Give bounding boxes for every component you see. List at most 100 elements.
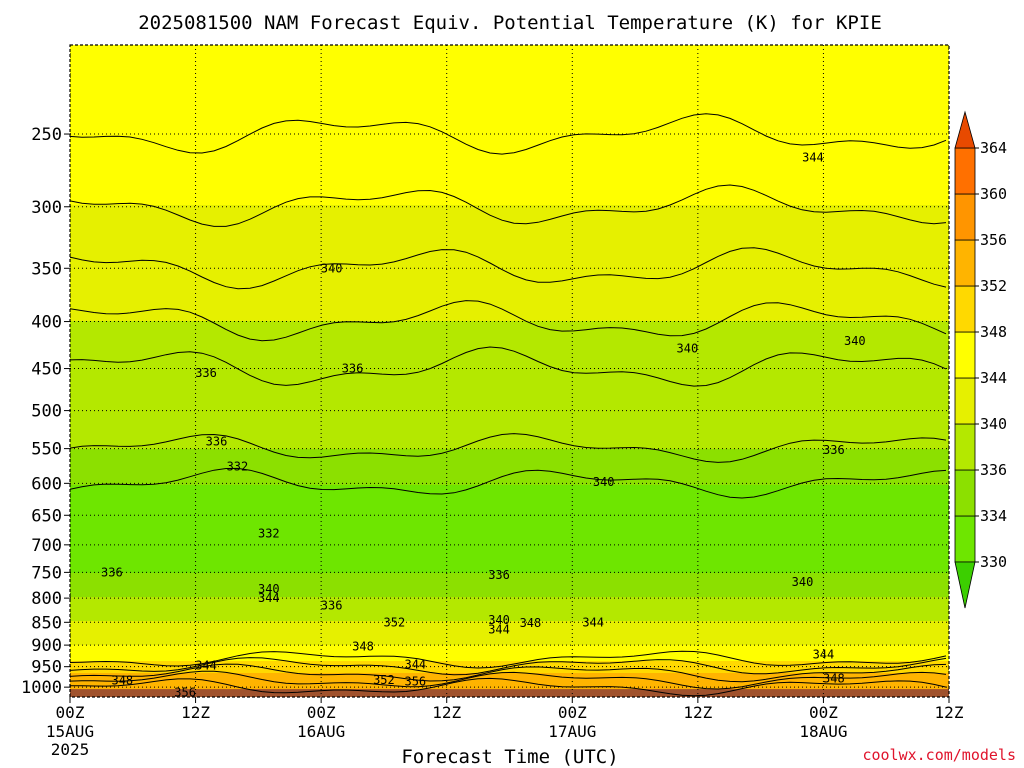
fill-band — [70, 201, 949, 206]
fill-band — [70, 129, 949, 134]
fill-band — [70, 185, 949, 190]
contour-label: 336 — [101, 565, 123, 579]
fill-band — [70, 149, 949, 154]
fill-band — [70, 113, 949, 118]
fill-band — [70, 49, 949, 54]
fill-band — [70, 497, 949, 502]
contour-334 — [70, 467, 947, 499]
fill-band — [70, 509, 949, 514]
fill-band — [70, 473, 949, 478]
fill-band — [70, 493, 949, 498]
fill-band — [70, 261, 949, 266]
fill-band — [70, 353, 949, 358]
fill-band — [70, 517, 949, 522]
fill-band — [70, 653, 949, 658]
y-tick-label: 300 — [31, 198, 62, 218]
fill-band — [70, 673, 949, 678]
fill-band — [70, 685, 949, 690]
colorbar-label: 330 — [980, 553, 1007, 571]
y-tick-label: 950 — [31, 658, 62, 678]
contour-label: 356 — [404, 675, 426, 689]
fill-band — [70, 425, 949, 430]
y-tick-label: 500 — [31, 402, 62, 422]
fill-band — [70, 97, 949, 102]
fill-band — [70, 581, 949, 586]
colorbar-swatch — [954, 515, 976, 563]
fill-band — [70, 157, 949, 162]
fill-band — [70, 117, 949, 122]
fill-band — [70, 181, 949, 186]
colorbar-low-extend — [954, 561, 976, 609]
fill-band — [70, 109, 949, 114]
colorbar-label: 352 — [980, 277, 1007, 295]
fill-band — [70, 305, 949, 310]
contour-label: 336 — [321, 599, 343, 613]
fill-band — [70, 333, 949, 338]
y-tick-label: 750 — [31, 563, 62, 583]
x-tick-label: 00Z — [558, 703, 587, 722]
fill-band — [70, 405, 949, 410]
fill-band — [70, 53, 949, 58]
contour-label: 336 — [823, 443, 845, 457]
fill-band — [70, 297, 949, 302]
fill-band — [70, 441, 949, 446]
fill-band — [70, 417, 949, 422]
y-tick-label: 650 — [31, 506, 62, 526]
fill-band — [70, 601, 949, 606]
fill-band — [70, 557, 949, 562]
fill-band — [70, 665, 949, 670]
fill-band — [70, 257, 949, 262]
fill-band — [70, 649, 949, 654]
fill-band — [70, 377, 949, 382]
fill-band — [70, 365, 949, 370]
fill-band — [70, 421, 949, 426]
fill-band — [70, 125, 949, 130]
fill-band — [70, 449, 949, 454]
fill-band — [70, 433, 949, 438]
fill-band — [70, 645, 949, 650]
fill-band — [70, 569, 949, 574]
contour-label: 340 — [677, 342, 699, 356]
fill-band — [70, 641, 949, 646]
fill-band — [70, 457, 949, 462]
contour-336 — [70, 433, 947, 463]
fill-band — [70, 317, 949, 322]
contour-label: 332 — [258, 526, 280, 540]
fill-band — [70, 461, 949, 466]
fill-band — [70, 369, 949, 374]
colorbar-swatch — [954, 285, 976, 333]
contour-label: 348 — [520, 616, 542, 630]
fill-band — [70, 361, 949, 366]
contour-label: 332 — [227, 459, 249, 473]
colorbar-label: 334 — [980, 507, 1007, 525]
fill-band — [70, 577, 949, 582]
surface-band — [70, 689, 949, 697]
x-tick-label: 00Z — [809, 703, 838, 722]
contour-344 — [70, 184, 947, 227]
colorbar-swatch — [954, 147, 976, 195]
fill-band — [70, 293, 949, 298]
contour-354 — [70, 670, 947, 690]
fill-band — [70, 145, 949, 150]
contour-label: 336 — [206, 434, 228, 448]
fill-band — [70, 165, 949, 170]
fill-band — [70, 101, 949, 106]
fill-band — [70, 273, 949, 278]
x-tick-date: 16AUG — [297, 722, 345, 741]
fill-band — [70, 477, 949, 482]
fill-band — [70, 89, 949, 94]
fill-band — [70, 269, 949, 274]
fill-band — [70, 397, 949, 402]
fill-band — [70, 409, 949, 414]
fill-band — [70, 561, 949, 566]
fill-band — [70, 513, 949, 518]
fill-band — [70, 465, 949, 470]
fill-band — [70, 205, 949, 210]
colorbar-label: 340 — [980, 415, 1007, 433]
contour-352 — [70, 663, 947, 683]
fill-band — [70, 285, 949, 290]
fill-band — [70, 161, 949, 166]
y-tick-label: 600 — [31, 474, 62, 494]
contour-label: 348 — [823, 671, 845, 685]
